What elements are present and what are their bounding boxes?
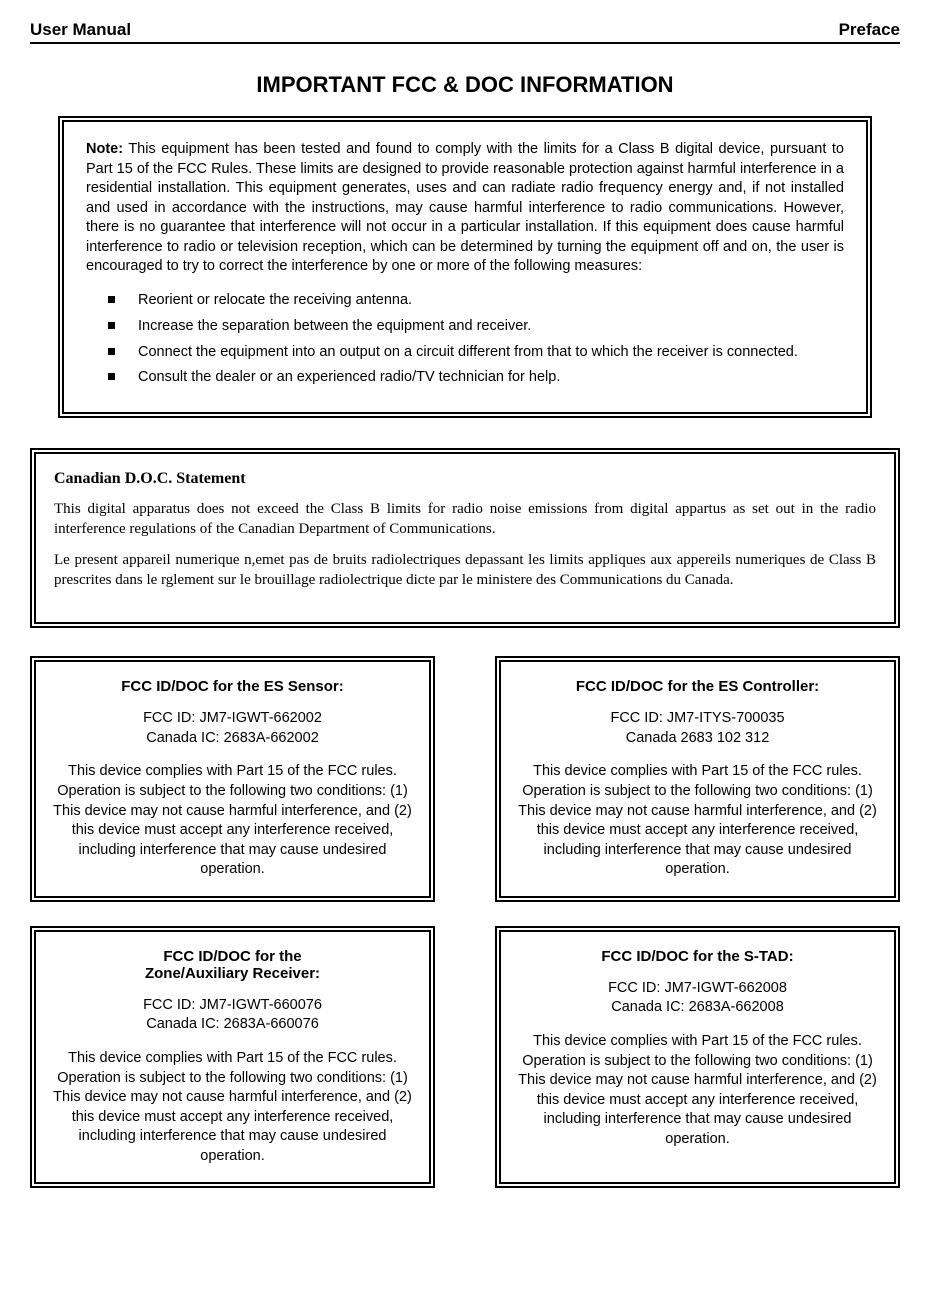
doc-title: Canadian D.O.C. Statement — [54, 470, 876, 488]
bullet-item: Reorient or relocate the receiving anten… — [108, 291, 844, 310]
fcc-id: FCC ID: JM7-IGWT-662008 — [513, 979, 882, 999]
card-ids: FCC ID: JM7-ITYS-700035 Canada 2683 102 … — [513, 709, 882, 748]
page-header: User Manual Preface — [30, 20, 900, 44]
bullet-item: Increase the separation between the equi… — [108, 317, 844, 336]
fcc-id: FCC ID: JM7-IGWT-662002 — [48, 709, 417, 729]
card-body: This device complies with Part 15 of the… — [48, 762, 417, 879]
card-title: FCC ID/DOC for the S-TAD: — [513, 948, 882, 965]
card-body: This device complies with Part 15 of the… — [513, 762, 882, 879]
cards-row-1: FCC ID/DOC for the ES Sensor: FCC ID: JM… — [30, 656, 900, 902]
fcc-id: FCC ID: JM7-ITYS-700035 — [513, 709, 882, 729]
card-title-line2: Zone/Auxiliary Receiver: — [48, 965, 417, 982]
card-body: This device complies with Part 15 of the… — [48, 1049, 417, 1166]
card-ids: FCC ID: JM7-IGWT-662008 Canada IC: 2683A… — [513, 979, 882, 1018]
header-right: Preface — [839, 20, 900, 40]
canada-id: Canada IC: 2683A-660076 — [48, 1015, 417, 1035]
doc-paragraph-fr: Le present appareil numerique n,emet pas… — [54, 551, 876, 590]
card-title-line1: FCC ID/DOC for the — [163, 948, 301, 965]
bullet-item: Connect the equipment into an output on … — [108, 343, 844, 362]
main-title: IMPORTANT FCC & DOC INFORMATION — [30, 72, 900, 98]
note-body: This equipment has been tested and found… — [86, 141, 844, 274]
cards-row-2: FCC ID/DOC for the Zone/Auxiliary Receiv… — [30, 926, 900, 1189]
canada-id: Canada IC: 2683A-662008 — [513, 998, 882, 1018]
doc-statement-box: Canadian D.O.C. Statement This digital a… — [30, 448, 900, 628]
note-label: Note: — [86, 141, 123, 157]
note-bullets: Reorient or relocate the receiving anten… — [108, 291, 844, 387]
card-es-sensor: FCC ID/DOC for the ES Sensor: FCC ID: JM… — [30, 656, 435, 902]
note-paragraph: Note: This equipment has been tested and… — [86, 140, 844, 277]
card-body: This device complies with Part 15 of the… — [513, 1032, 882, 1149]
card-zone-aux: FCC ID/DOC for the Zone/Auxiliary Receiv… — [30, 926, 435, 1189]
note-box: Note: This equipment has been tested and… — [58, 116, 872, 418]
canada-id: Canada IC: 2683A-662002 — [48, 729, 417, 749]
header-left: User Manual — [30, 20, 131, 40]
canada-id: Canada 2683 102 312 — [513, 729, 882, 749]
card-es-controller: FCC ID/DOC for the ES Controller: FCC ID… — [495, 656, 900, 902]
card-title: FCC ID/DOC for the Zone/Auxiliary Receiv… — [48, 948, 417, 982]
card-title: FCC ID/DOC for the ES Controller: — [513, 678, 882, 695]
card-stad: FCC ID/DOC for the S-TAD: FCC ID: JM7-IG… — [495, 926, 900, 1189]
doc-paragraph-en: This digital apparatus does not exceed t… — [54, 500, 876, 539]
card-title: FCC ID/DOC for the ES Sensor: — [48, 678, 417, 695]
fcc-id: FCC ID: JM7-IGWT-660076 — [48, 996, 417, 1016]
bullet-item: Consult the dealer or an experienced rad… — [108, 368, 844, 387]
card-ids: FCC ID: JM7-IGWT-660076 Canada IC: 2683A… — [48, 996, 417, 1035]
card-ids: FCC ID: JM7-IGWT-662002 Canada IC: 2683A… — [48, 709, 417, 748]
